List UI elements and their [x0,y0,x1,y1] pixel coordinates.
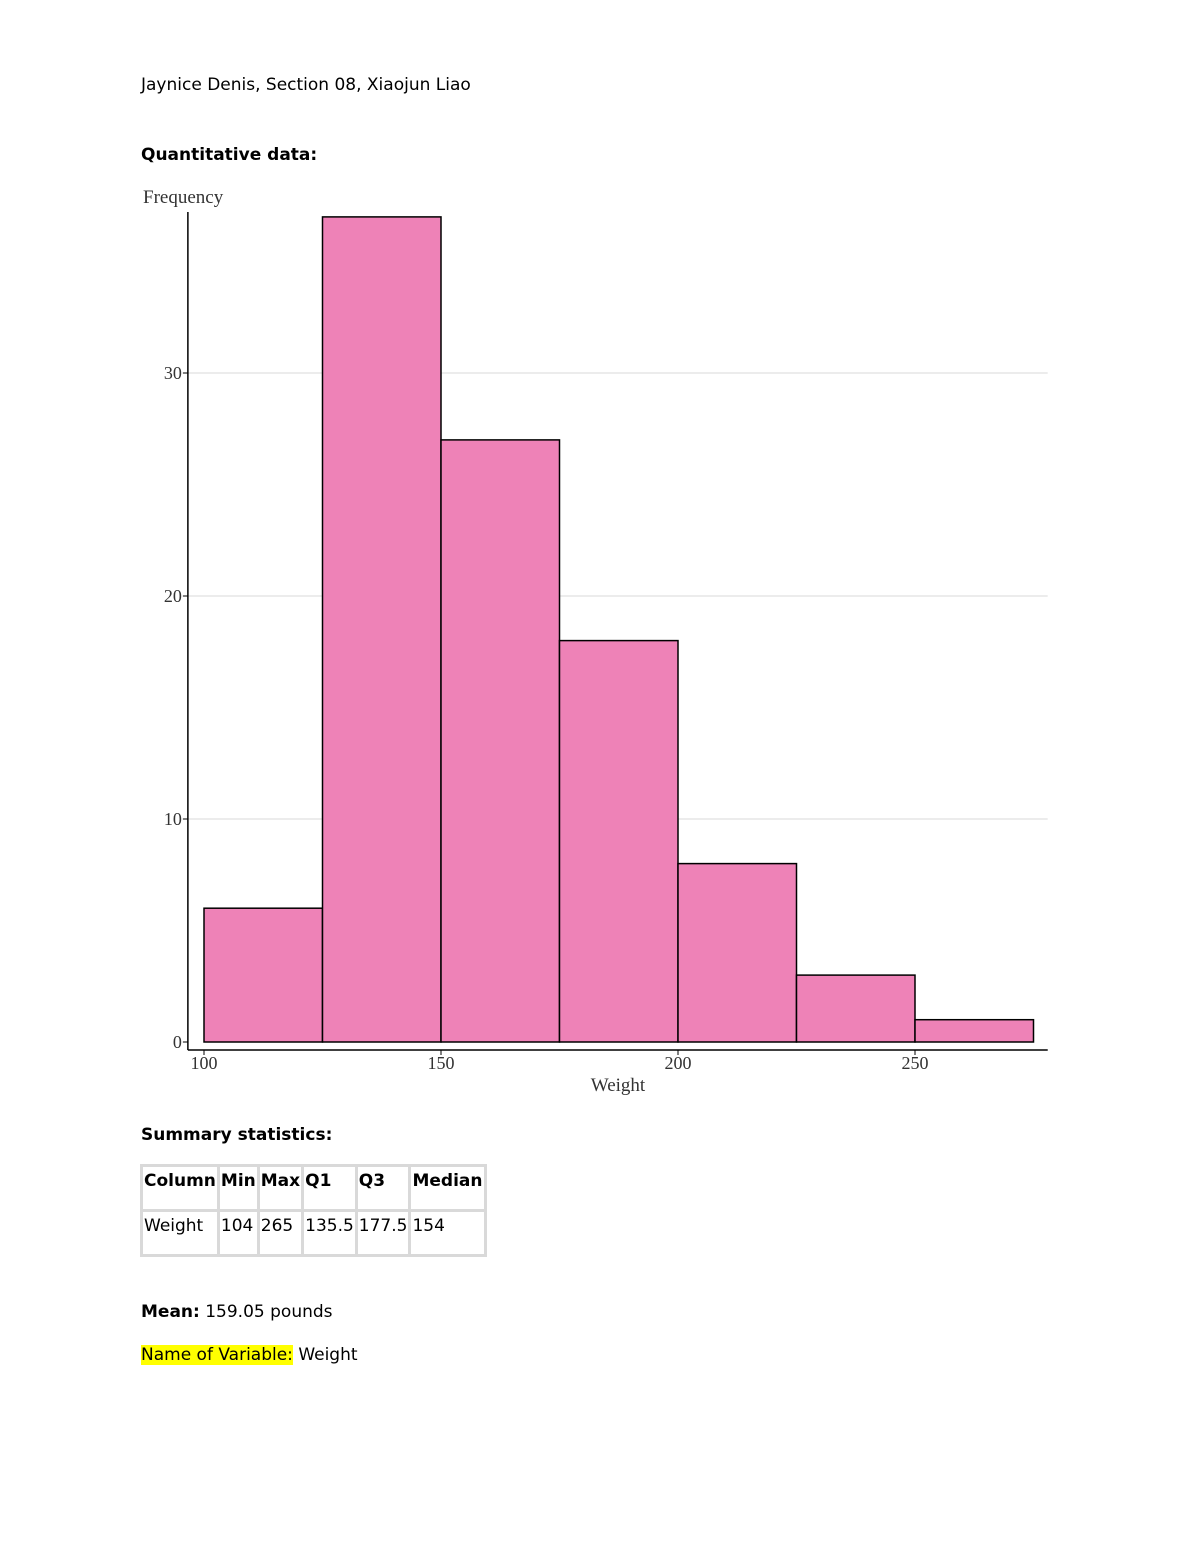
mean-label: Mean: [141,1302,200,1322]
histogram-bar [914,1018,1035,1043]
header-cell: Min [216,1164,260,1212]
header-cell: Max [256,1164,305,1212]
mean-value: 159.05 pounds [205,1302,333,1322]
variable-line: Name of Variable: Weight [141,1345,358,1365]
header-line: Jaynice Denis, Section 08, Xiaojun Liao [141,75,471,95]
cell: 135.5 [301,1209,358,1257]
summary-table: Column Min Max Q1 Q3 Median Weight 104 2… [140,1164,487,1257]
y-tick-label: 30 [164,363,182,383]
variable-value: Weight [298,1345,358,1365]
x-tick-label: 100 [191,1053,218,1073]
table-row: Weight 104 265 135.5 177.5 154 [140,1209,487,1257]
x-axis-label: Weight [591,1075,646,1096]
cell: 265 [256,1209,305,1257]
table-header-row: Column Min Max Q1 Q3 Median [140,1164,487,1212]
histogram-bar [321,216,442,1043]
histogram-bar [677,862,798,1043]
summary-heading: Summary statistics: [141,1125,333,1145]
y-tick-label: 0 [173,1032,182,1052]
cell: 177.5 [354,1209,412,1257]
y-axis-label: Frequency [143,187,224,208]
header-cell: Column [140,1164,220,1212]
histogram-chart: 0 10 20 30 100 150 200 250 Frequency Weight [143,187,1048,1096]
histogram-bar [203,907,324,1043]
x-tick-label: 250 [902,1053,929,1073]
y-tick-label: 20 [164,586,182,606]
cell: 104 [216,1209,260,1257]
histogram-bar [795,974,916,1043]
header-cell: Median [408,1164,487,1212]
x-tick-label: 200 [665,1053,692,1073]
x-tick-label: 150 [428,1053,455,1073]
y-tick-label: 10 [164,809,182,829]
variable-label: Name of Variable: [141,1345,293,1365]
header-cell: Q3 [354,1164,412,1212]
quantitative-heading: Quantitative data: [141,145,318,165]
cell: Weight [140,1209,220,1257]
header-cell: Q1 [301,1164,358,1212]
histogram-bar [440,439,561,1043]
mean-line: Mean: 159.05 pounds [141,1302,333,1322]
cell: 154 [408,1209,487,1257]
histogram-bar [558,639,679,1043]
